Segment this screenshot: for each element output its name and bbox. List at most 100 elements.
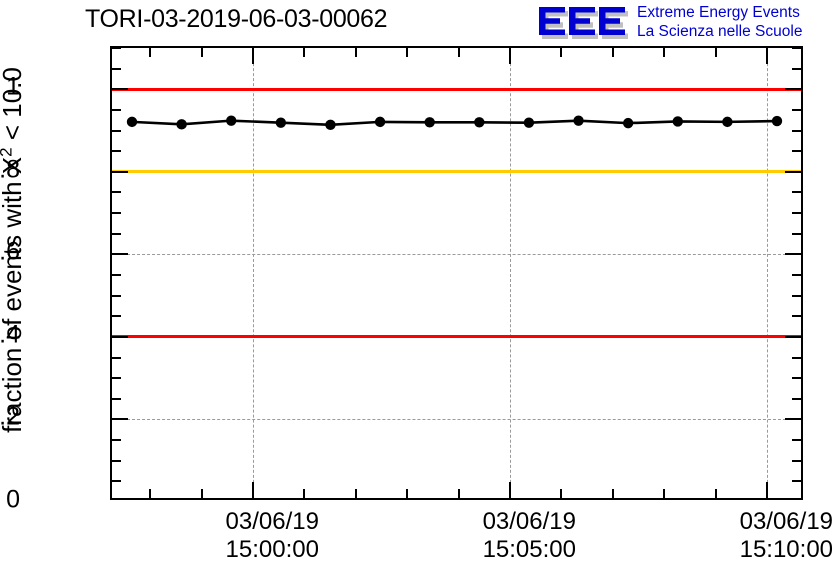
- grid-line-vertical: [509, 48, 511, 498]
- axis-tick-right: [792, 129, 801, 132]
- axis-tick-left: [112, 459, 121, 462]
- data-point: [374, 116, 386, 128]
- axis-tick-bottom: [149, 489, 152, 498]
- axis-tick-bottom: [200, 489, 203, 498]
- axis-tick-bottom: [457, 489, 460, 498]
- x-tick-label-time: 15:05:00: [482, 536, 576, 563]
- grid-line-horizontal: [112, 419, 801, 421]
- y-tick-label: 0.6: [0, 237, 20, 266]
- axis-tick-left: [112, 191, 121, 194]
- x-tick-label-date: 03/06/19: [482, 508, 576, 535]
- upper-red-threshold: [112, 87, 801, 91]
- axis-tick-right: [792, 232, 801, 235]
- eee-logo-line2: La Scienza nelle Scuole: [637, 23, 803, 40]
- axis-tick-right: [792, 356, 801, 359]
- axis-tick-left: [112, 129, 121, 132]
- axis-tick-left: [112, 67, 121, 70]
- eee-logo-line1: Extreme Energy Events: [637, 4, 800, 21]
- data-series: [126, 115, 783, 130]
- data-point: [771, 115, 783, 127]
- axis-tick-right: [792, 459, 801, 462]
- axis-tick-top: [457, 48, 460, 57]
- axis-tick-left: [112, 294, 121, 297]
- axis-tick-top: [611, 48, 614, 57]
- axis-tick-right: [792, 212, 801, 215]
- axis-tick-bottom: [251, 482, 254, 498]
- axis-tick-left: [112, 212, 121, 215]
- x-tick-label: 03/06/19 15:00:00: [226, 508, 319, 564]
- y-tick-label: 0.2: [0, 402, 20, 431]
- axis-tick-bottom: [354, 489, 357, 498]
- axis-tick-right: [792, 191, 801, 194]
- axis-tick-right: [785, 253, 801, 256]
- data-point: [424, 117, 435, 128]
- axis-tick-right: [792, 67, 801, 70]
- axis-tick-right: [792, 108, 801, 111]
- axis-tick-top: [251, 48, 254, 64]
- data-point: [622, 117, 634, 129]
- axis-tick-right: [785, 418, 801, 421]
- series-line: [131, 119, 778, 127]
- grid-line-vertical: [767, 48, 769, 498]
- axis-tick-left: [112, 480, 121, 483]
- axis-tick-top: [149, 48, 152, 57]
- axis-tick-top: [560, 48, 563, 57]
- axis-tick-right: [792, 294, 801, 297]
- axis-tick-right: [792, 397, 801, 400]
- eee-logo: Extreme Energy Events La Scienza nelle S…: [537, 2, 835, 44]
- axis-tick-right: [792, 439, 801, 442]
- axis-tick-bottom: [714, 489, 717, 498]
- y-tick-label: 1: [6, 72, 20, 101]
- axis-tick-top: [508, 48, 511, 64]
- page-title: TORI-03-2019-06-03-00062: [85, 5, 388, 33]
- axis-tick-left: [112, 377, 121, 380]
- plot-area: [112, 48, 801, 498]
- axis-tick-top: [406, 48, 409, 57]
- data-point: [275, 117, 287, 128]
- axis-tick-bottom: [560, 489, 563, 498]
- axis-tick-left: [112, 170, 128, 173]
- axis-tick-right: [792, 274, 801, 276]
- data-point: [226, 115, 237, 126]
- x-tick-label-time: 15:10:00: [739, 536, 834, 563]
- axis-tick-top: [714, 48, 717, 57]
- axis-tick-top: [303, 48, 306, 57]
- axis-tick-right: [792, 480, 801, 483]
- axis-tick-bottom: [663, 489, 666, 498]
- data-point: [672, 116, 683, 127]
- axis-tick-left: [112, 356, 121, 359]
- axis-tick-left: [112, 397, 121, 400]
- axis-tick-top: [766, 48, 769, 64]
- data-point: [126, 116, 138, 128]
- data-point: [573, 115, 584, 126]
- series-markers: [126, 115, 783, 130]
- axis-tick-top: [354, 48, 357, 57]
- axis-tick-left: [112, 150, 121, 153]
- x-tick-label: 03/06/19 15:05:00: [483, 508, 576, 564]
- axis-tick-bottom: [406, 489, 409, 498]
- axis-tick-right: [792, 315, 801, 318]
- axis-tick-right: [785, 170, 801, 173]
- axis-tick-right: [792, 48, 801, 49]
- y-tick-label: 0.8: [0, 155, 20, 184]
- axis-tick-right: [785, 88, 801, 91]
- plot-frame: [110, 46, 803, 500]
- axis-tick-left: [112, 335, 128, 338]
- axis-tick-right: [792, 377, 801, 380]
- axis-tick-left: [112, 108, 121, 111]
- axis-tick-left: [112, 418, 128, 421]
- eee-logo-text: Extreme Energy Events La Scienza nelle S…: [637, 3, 835, 41]
- grid-line-horizontal: [112, 254, 801, 256]
- axis-tick-left: [112, 48, 121, 49]
- axis-tick-bottom: [766, 482, 769, 498]
- y-axis-title-pre: fraction of events with X: [0, 156, 27, 433]
- x-tick-label: 03/06/19 15:10:00: [740, 508, 833, 564]
- data-point: [523, 117, 535, 128]
- data-point: [325, 119, 336, 130]
- y-tick-label: 0: [6, 485, 20, 514]
- axis-tick-left: [112, 315, 121, 318]
- y-tick-label: 0.4: [0, 320, 20, 349]
- axis-tick-left: [112, 253, 128, 256]
- data-point: [474, 117, 485, 128]
